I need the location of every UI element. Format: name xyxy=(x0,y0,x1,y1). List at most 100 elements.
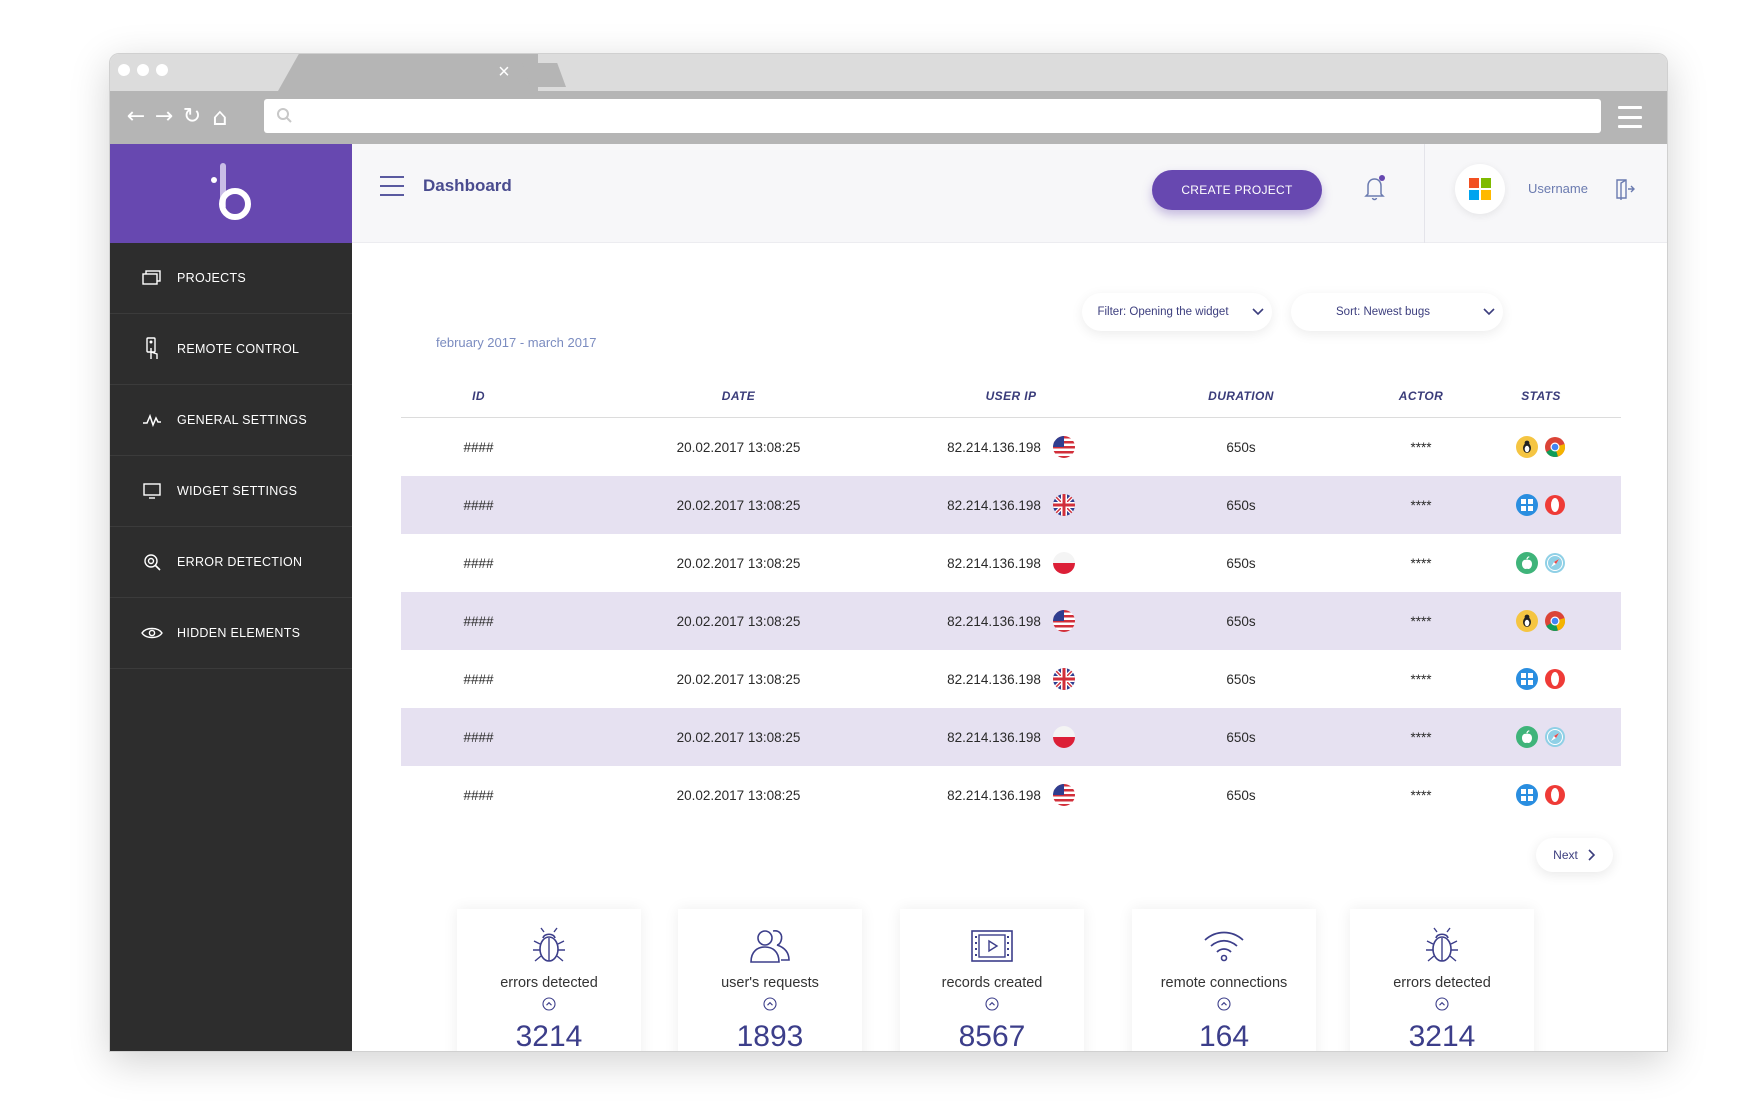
cell-date: 20.02.2017 13:08:25 xyxy=(676,729,801,745)
stat-label: errors detected xyxy=(500,975,598,991)
cell-stats xyxy=(1461,494,1621,516)
sort-dropdown-label: Sort: Newest bugs xyxy=(1336,306,1430,318)
table-row[interactable]: #### 20.02.2017 13:08:25 82.214.136.198 650… xyxy=(401,650,1621,708)
stat-value: 3214 xyxy=(1408,1020,1476,1052)
table-row[interactable]: #### 20.02.2017 13:08:25 82.214.136.198 650… xyxy=(401,708,1621,766)
ip-text: 82.214.136.198 xyxy=(947,729,1041,745)
sort-dropdown[interactable]: Sort: Newest bugs xyxy=(1291,293,1503,331)
window-zoom-dot[interactable] xyxy=(156,64,168,76)
windows-icon xyxy=(1516,784,1538,806)
film-play-icon xyxy=(900,923,1084,969)
table-row[interactable]: #### 20.02.2017 13:08:25 82.214.136.198 650… xyxy=(401,592,1621,650)
bugs-table: ID DATE USER IP DURATION ACTOR STATS ###… xyxy=(401,374,1621,824)
menu-toggle-icon[interactable] xyxy=(380,176,404,196)
cell-stats xyxy=(1461,668,1621,690)
cell-actor: **** xyxy=(1410,555,1432,571)
column-header-actor[interactable]: ACTOR xyxy=(1398,388,1444,403)
users-icon xyxy=(678,923,862,969)
next-page-label: Next xyxy=(1553,848,1578,862)
stat-card-errors-detected-2[interactable]: errors detected 3214 xyxy=(1350,909,1534,1052)
table-row[interactable]: #### 20.02.2017 13:08:25 82.214.136.198 650… xyxy=(401,476,1621,534)
column-header-date[interactable]: DATE xyxy=(721,388,756,403)
reload-icon[interactable]: ↻ xyxy=(182,104,202,129)
window-minimize-dot[interactable] xyxy=(137,64,149,76)
logout-icon[interactable] xyxy=(1614,178,1636,200)
stat-label: user's requests xyxy=(721,975,819,991)
sidebar: PROJECTS REMOTE CONTROL GENERAL SETTINGS xyxy=(110,144,352,1051)
safari-icon xyxy=(1544,726,1566,748)
forward-arrow-icon[interactable]: → xyxy=(154,104,174,129)
ip-text: 82.214.136.198 xyxy=(947,613,1041,629)
monitor-icon xyxy=(141,480,163,502)
cell-id: #### xyxy=(463,787,494,803)
stat-card-remote-connections[interactable]: remote connections 164 xyxy=(1132,909,1316,1051)
create-project-button[interactable]: CREATE PROJECT xyxy=(1152,170,1322,210)
target-search-icon xyxy=(141,551,163,573)
browser-tab[interactable] xyxy=(278,54,538,91)
table-row[interactable]: #### 20.02.2017 13:08:25 82.214.136.198 650… xyxy=(401,766,1621,824)
cell-stats xyxy=(1461,436,1621,458)
browser-menu-icon[interactable] xyxy=(1618,106,1642,128)
top-header: Dashboard CREATE PROJECT Username xyxy=(352,144,1667,243)
brand-logo[interactable] xyxy=(110,144,352,243)
sidebar-item-error-detection[interactable]: ERROR DETECTION xyxy=(110,527,352,598)
stat-value: 8567 xyxy=(958,1020,1026,1052)
cell-duration: 650s xyxy=(1226,671,1256,687)
ip-text: 82.214.136.198 xyxy=(947,787,1041,803)
apple-icon xyxy=(1516,552,1538,574)
username-label[interactable]: Username xyxy=(1528,181,1588,196)
table-row[interactable]: #### 20.02.2017 13:08:25 82.214.136.198 650… xyxy=(401,418,1621,476)
date-range-label[interactable]: february 2017 - march 2017 xyxy=(436,335,597,350)
app-root: PROJECTS REMOTE CONTROL GENERAL SETTINGS xyxy=(110,144,1667,1052)
search-icon xyxy=(277,108,292,123)
column-header-id[interactable]: ID xyxy=(472,388,485,403)
table-row[interactable]: #### 20.02.2017 13:08:25 82.214.136.198 650… xyxy=(401,534,1621,592)
filter-dropdown[interactable]: Filter: Opening the widget xyxy=(1082,293,1272,331)
url-input[interactable] xyxy=(304,103,1584,129)
stat-value: 1893 xyxy=(736,1020,804,1052)
main-content: Dashboard CREATE PROJECT Username xyxy=(352,144,1667,1052)
back-arrow-icon[interactable]: ← xyxy=(126,104,146,129)
cell-id: #### xyxy=(463,613,494,629)
cell-actor: **** xyxy=(1410,787,1432,803)
sidebar-item-hidden-elements[interactable]: HIDDEN ELEMENTS xyxy=(110,598,352,669)
sidebar-item-projects[interactable]: PROJECTS xyxy=(110,243,352,314)
window-close-dot[interactable] xyxy=(118,64,130,76)
stat-card-errors-detected[interactable]: errors detected 3214 xyxy=(457,909,641,1052)
opera-icon xyxy=(1544,668,1566,690)
chrome-icon xyxy=(1544,436,1566,458)
stat-card-users-requests[interactable]: user's requests 1893 xyxy=(678,909,862,1052)
header-divider xyxy=(1424,144,1425,243)
stat-value: 3214 xyxy=(515,1020,583,1052)
cell-stats xyxy=(1461,726,1621,748)
cell-stats xyxy=(1461,784,1621,806)
cell-actor: **** xyxy=(1410,439,1432,455)
browser-toolbar: ← → ↻ ⌂ xyxy=(110,91,1667,144)
column-header-ip[interactable]: USER IP xyxy=(985,388,1037,403)
stat-card-records-created[interactable]: records created 8567 xyxy=(900,909,1084,1052)
cell-ip: 82.214.136.198 xyxy=(921,436,1101,458)
avatar[interactable] xyxy=(1455,164,1505,214)
address-bar[interactable] xyxy=(264,99,1601,133)
column-header-stats[interactable]: STATS xyxy=(1521,388,1561,403)
column-header-duration[interactable]: DURATION xyxy=(1208,388,1274,403)
chrome-icon xyxy=(1544,610,1566,632)
tab-close-icon[interactable]: × xyxy=(498,61,510,83)
sidebar-item-general-settings[interactable]: GENERAL SETTINGS xyxy=(110,385,352,456)
flag-pl-icon xyxy=(1052,552,1075,574)
sidebar-item-remote-control[interactable]: REMOTE CONTROL xyxy=(110,314,352,385)
next-page-button[interactable]: Next xyxy=(1536,838,1613,872)
sidebar-item-widget-settings[interactable]: WIDGET SETTINGS xyxy=(110,456,352,527)
cell-date: 20.02.2017 13:08:25 xyxy=(676,613,801,629)
browser-titlebar: × xyxy=(110,54,1667,91)
home-icon[interactable]: ⌂ xyxy=(212,103,228,131)
flag-uk-icon xyxy=(1052,494,1075,516)
cell-date: 20.02.2017 13:08:25 xyxy=(676,497,801,513)
notification-bell-icon[interactable] xyxy=(1362,174,1388,202)
ip-text: 82.214.136.198 xyxy=(947,439,1041,455)
cell-date: 20.02.2017 13:08:25 xyxy=(676,787,801,803)
cell-stats xyxy=(1461,552,1621,574)
bug-icon xyxy=(1350,923,1534,969)
stat-label: errors detected xyxy=(1393,975,1491,991)
bug-icon xyxy=(457,923,641,969)
